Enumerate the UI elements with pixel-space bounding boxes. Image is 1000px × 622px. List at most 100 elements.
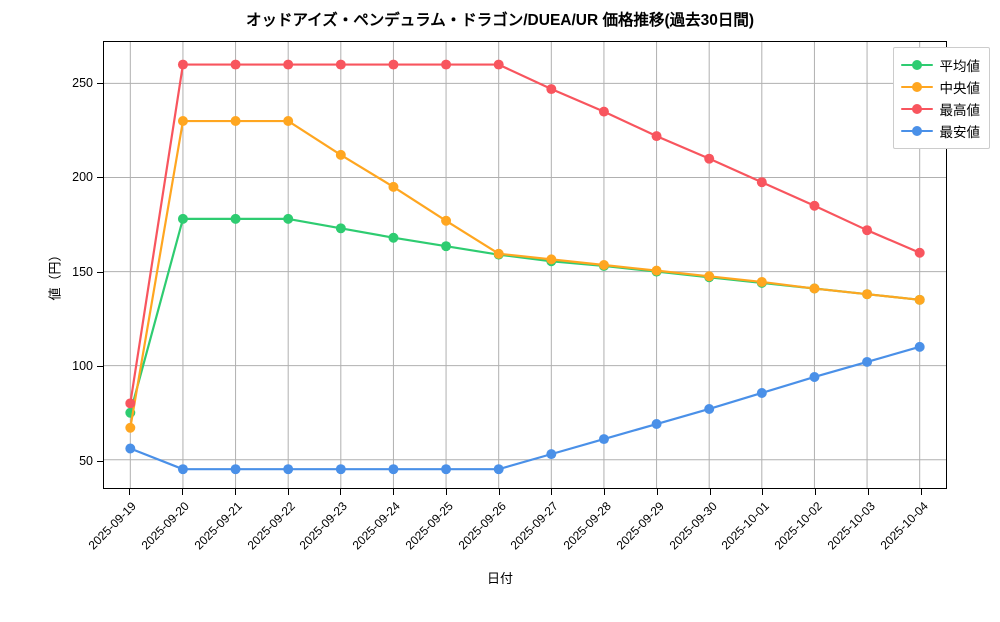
legend-label: 最高値 [939,103,981,118]
data-point-marker [651,419,662,429]
y-tick-label: 250 [72,75,93,90]
data-point-marker [177,464,188,475]
data-point-marker [125,398,136,409]
data-point-marker [177,213,188,224]
y-tick-label: 100 [72,359,93,374]
data-point-marker [756,276,767,287]
data-point-marker [230,116,241,127]
data-point-marker [598,434,609,445]
x-tick-mark [867,489,869,495]
data-point-marker [914,341,925,352]
x-tick-mark [762,489,764,495]
x-tick-mark [656,489,658,495]
data-series [125,213,925,418]
data-point-marker [862,289,873,300]
data-point-marker [546,84,557,95]
data-point-marker [441,215,452,226]
chart-title: オッドアイズ・ペンデュラム・ドラゴン/DUEA/UR 価格推移(過去30日間) [245,12,755,29]
data-point-marker [388,181,399,192]
data-point-marker [230,59,241,70]
data-point-marker [388,232,399,243]
chart-legend: 平均値中央値最高値最安値 [892,47,990,149]
data-point-marker [441,241,452,252]
data-point-marker [441,464,452,475]
legend-label: 中央値 [939,81,981,96]
data-series [125,341,925,475]
data-point-marker [756,177,767,188]
y-tick-mark [97,177,103,179]
y-tick-label: 150 [72,264,93,279]
data-point-marker [177,59,188,70]
series-line [129,63,921,405]
data-point-marker [125,422,136,433]
data-point-marker [809,200,820,211]
x-tick-mark [393,489,395,495]
x-tick-mark [445,489,447,495]
series-line [129,217,921,414]
legend-color-swatch [900,58,933,72]
data-point-marker [335,149,346,160]
data-point-marker [546,449,557,460]
data-point-marker [230,464,241,475]
plot-area [103,41,947,489]
data-point-marker [388,464,399,475]
data-point-marker [177,116,188,127]
data-point-marker [493,59,504,70]
data-point-marker [125,443,136,454]
data-point-marker [651,131,662,142]
data-point-marker [704,153,715,164]
data-point-marker [914,247,925,258]
legend-item[interactable]: 最安値 [900,120,980,142]
x-tick-mark [920,489,922,495]
data-point-marker [862,356,873,367]
data-point-marker [704,403,715,414]
x-axis-label: 日付 [486,571,513,586]
data-point-marker [335,223,346,234]
x-tick-mark [234,489,236,495]
data-point-marker [809,283,820,294]
legend-color-swatch [900,124,933,138]
data-series [125,59,925,409]
data-point-marker [756,387,767,398]
x-tick-mark [340,489,342,495]
data-point-marker [335,464,346,475]
data-point-marker [283,464,294,475]
data-point-marker [914,294,925,305]
data-series-layer [125,59,925,475]
data-point-marker [283,116,294,127]
x-tick-mark [604,489,606,495]
legend-item[interactable]: 中央値 [900,76,981,98]
data-point-marker [283,213,294,224]
x-tick-mark [709,489,711,495]
data-point-marker [546,254,557,265]
data-point-marker [598,260,609,270]
data-point-marker [598,106,609,117]
x-tick-mark [287,489,289,495]
x-tick-mark [182,489,184,495]
x-tick-mark [498,489,500,495]
data-point-marker [230,213,241,224]
data-point-marker [493,248,504,259]
data-point-marker [441,59,452,70]
data-point-marker [493,464,504,475]
data-point-marker [862,225,873,236]
data-point-marker [809,371,820,382]
legend-color-swatch [900,80,933,94]
legend-label: 平均値 [939,59,981,74]
y-tick-label: 50 [79,453,93,468]
legend-item[interactable]: 最高値 [900,98,981,120]
chart-figure: オッドアイズ・ペンデュラム・ドラゴン/DUEA/UR 価格推移(過去30日間) … [47,12,990,586]
data-point-marker [704,271,715,282]
series-line [129,119,921,429]
data-point-marker [335,59,346,70]
x-tick-mark [551,489,553,495]
y-tick-mark [97,271,103,273]
legend-item[interactable]: 平均値 [900,54,981,76]
legend-color-swatch [900,102,933,116]
y-tick-label: 200 [72,170,93,185]
x-tick-mark [129,489,131,495]
series-line [129,345,921,471]
y-tick-mark [97,82,103,84]
y-tick-mark [97,460,103,462]
data-series [125,116,925,433]
